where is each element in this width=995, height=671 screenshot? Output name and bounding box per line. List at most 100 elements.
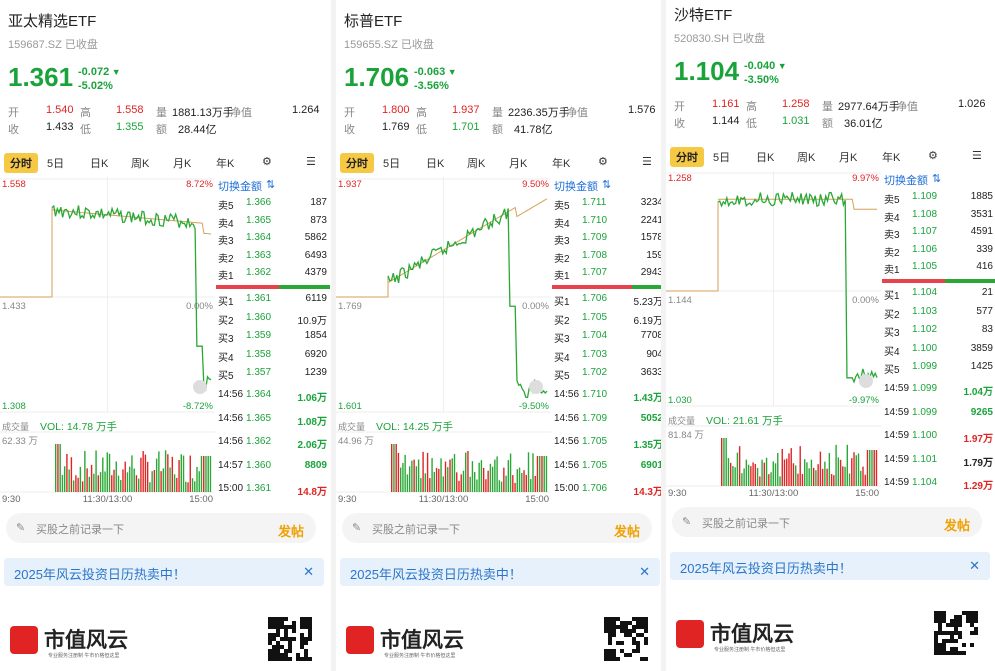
close-icon[interactable]: ✕ bbox=[639, 564, 650, 579]
close-icon[interactable]: ✕ bbox=[969, 558, 980, 573]
volume-bar bbox=[774, 463, 777, 486]
volume-bar bbox=[95, 450, 97, 492]
qr-module bbox=[296, 653, 300, 657]
trade-row: 14:59 1.099 9265 bbox=[882, 405, 995, 421]
indicator-settings-icon[interactable]: ⚙ bbox=[928, 150, 938, 162]
tab-week-k[interactable]: 周K bbox=[797, 152, 816, 164]
switch-amount-button[interactable]: 切换金额 bbox=[218, 181, 262, 193]
trade-time: 14:56 bbox=[554, 389, 580, 400]
volume-bar bbox=[456, 472, 458, 492]
crosshair-toggle-icon[interactable] bbox=[859, 374, 873, 388]
volume-bar bbox=[723, 438, 725, 486]
tab-week-k[interactable]: 周K bbox=[131, 158, 150, 170]
switch-amount-button[interactable]: 切换金额 bbox=[554, 181, 598, 193]
tab-week-k[interactable]: 周K bbox=[467, 158, 486, 170]
indicator-settings-icon[interactable]: ⚙ bbox=[262, 156, 272, 168]
volume-bar bbox=[857, 453, 860, 486]
tab-5day[interactable]: 5日 bbox=[47, 158, 65, 170]
comment-input[interactable]: ✎ 买股之前记录一下 发帖 bbox=[342, 513, 652, 543]
qr-module bbox=[292, 637, 296, 641]
qr-module bbox=[938, 643, 942, 647]
tab-intraday[interactable]: 分时 bbox=[340, 153, 374, 173]
qr-module bbox=[604, 657, 608, 661]
volume-bar bbox=[734, 467, 736, 486]
volume-bar bbox=[133, 468, 135, 492]
comment-input[interactable]: ✎ 买股之前记录一下 发帖 bbox=[6, 513, 316, 543]
menu-icon[interactable]: ☰ bbox=[642, 156, 652, 168]
tab-5day[interactable]: 5日 bbox=[713, 152, 731, 164]
tab-year-k[interactable]: 年K bbox=[882, 152, 901, 164]
qr-module bbox=[276, 653, 280, 657]
qr-module bbox=[632, 625, 636, 629]
tab-intraday[interactable]: 分时 bbox=[4, 153, 38, 173]
menu-icon[interactable]: ☰ bbox=[972, 150, 982, 162]
indicator-settings-icon[interactable]: ⚙ bbox=[598, 156, 608, 168]
qr-module bbox=[276, 645, 280, 649]
tab-year-k[interactable]: 年K bbox=[552, 158, 571, 170]
crosshair-toggle-icon[interactable] bbox=[193, 380, 207, 394]
promo-banner[interactable]: 2025年风云投资日历热卖中！ ✕ bbox=[670, 552, 990, 580]
volume-bar bbox=[817, 464, 819, 486]
swap-icon: ⇅ bbox=[602, 179, 612, 191]
qr-module bbox=[304, 637, 308, 641]
switch-amount-button[interactable]: 切换金额 bbox=[884, 175, 928, 187]
volume-bar bbox=[169, 467, 171, 492]
volume-bar bbox=[99, 472, 102, 492]
qr-module bbox=[280, 657, 284, 661]
prev-close-label: 1.433 bbox=[2, 301, 26, 312]
trade-price: 1.710 bbox=[582, 389, 608, 400]
stat-nav: 1.576 bbox=[628, 104, 656, 116]
qr-module bbox=[942, 647, 946, 651]
stat-low-label: 低 bbox=[80, 124, 91, 136]
volume-bar bbox=[783, 459, 786, 486]
volume-bar bbox=[835, 444, 837, 486]
tab-month-k[interactable]: 月K bbox=[509, 158, 528, 170]
tab-month-k[interactable]: 月K bbox=[839, 152, 858, 164]
menu-icon[interactable]: ☰ bbox=[306, 156, 316, 168]
brand-name: 市值风云 bbox=[380, 629, 464, 652]
qr-module bbox=[608, 657, 612, 661]
post-button[interactable]: 发帖 bbox=[613, 524, 640, 539]
promo-banner[interactable]: 2025年风云投资日历热卖中！ ✕ bbox=[4, 558, 324, 586]
tab-year-k[interactable]: 年K bbox=[216, 158, 235, 170]
bid-price: 1.359 bbox=[246, 330, 272, 341]
crosshair-toggle-icon[interactable] bbox=[529, 380, 543, 394]
volume-bar bbox=[97, 475, 100, 492]
trade-time: 15:00 bbox=[554, 483, 580, 494]
post-button[interactable]: 发帖 bbox=[943, 518, 970, 533]
tab-5day[interactable]: 5日 bbox=[383, 158, 401, 170]
volume-bar bbox=[842, 466, 844, 486]
tab-month-k[interactable]: 月K bbox=[173, 158, 192, 170]
ask-price: 1.708 bbox=[582, 249, 608, 261]
qr-module bbox=[958, 619, 962, 623]
volume-bar bbox=[458, 480, 460, 492]
price-max-label: 1.258 bbox=[668, 173, 692, 184]
bid-row: 买4 1.100 3859 bbox=[882, 341, 995, 358]
comment-input[interactable]: ✎ 买股之前记录一下 发帖 bbox=[672, 507, 982, 537]
volume-bar bbox=[178, 459, 180, 492]
qr-module bbox=[954, 615, 958, 619]
tab-day-k[interactable]: 日K bbox=[90, 158, 109, 170]
bid-qty: 7708 bbox=[640, 330, 663, 341]
order-book: 切换金额 ⇅ 卖5 1.366 187 卖4 1.365 873 卖3 1.364 5862 卖2 1.… bbox=[216, 177, 330, 502]
qr-module bbox=[620, 625, 624, 629]
volume-bar bbox=[505, 475, 507, 492]
close-icon[interactable]: ✕ bbox=[303, 564, 314, 579]
volume-bar bbox=[765, 457, 768, 486]
volume-bar bbox=[521, 472, 523, 492]
volume-bar bbox=[530, 479, 532, 492]
promo-banner[interactable]: 2025年风云投资日历热卖中！ ✕ bbox=[340, 558, 660, 586]
qr-module bbox=[608, 641, 612, 645]
volume-bar bbox=[397, 452, 400, 492]
volume-bar bbox=[801, 474, 804, 486]
qr-module bbox=[276, 657, 280, 661]
intraday-chart[interactable]: 1.558 8.72% 1.433 0.00% 1.308 -8.72% 62.33 万 9:… bbox=[0, 177, 215, 502]
tab-intraday[interactable]: 分时 bbox=[670, 147, 704, 167]
post-button[interactable]: 发帖 bbox=[277, 524, 304, 539]
intraday-chart[interactable]: 1.258 9.97% 1.144 0.00% 1.030 -9.97% 81.84 万 9:… bbox=[666, 171, 881, 496]
intraday-chart[interactable]: 1.937 9.50% 1.769 0.00% 1.601 -9.50% 44.96 万 9:… bbox=[336, 177, 551, 502]
volume-bar bbox=[431, 458, 433, 492]
qr-module bbox=[292, 621, 296, 625]
tab-day-k[interactable]: 日K bbox=[426, 158, 445, 170]
tab-day-k[interactable]: 日K bbox=[756, 152, 775, 164]
